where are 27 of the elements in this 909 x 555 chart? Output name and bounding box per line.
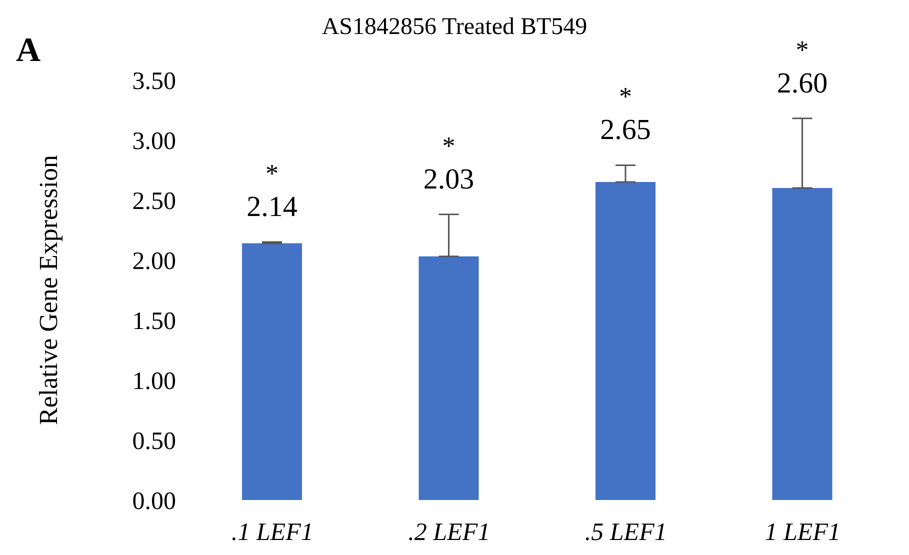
y-tick-label: 3.50 bbox=[132, 68, 176, 95]
y-tick-label: 1.00 bbox=[132, 368, 176, 395]
text: * bbox=[796, 35, 809, 64]
text: A bbox=[16, 32, 41, 70]
chart-title: AS1842856 Treated BT549 bbox=[322, 14, 588, 40]
data-label: 2.60 bbox=[776, 67, 828, 100]
data-label: 2.65 bbox=[600, 114, 651, 146]
y-tick-label: 0.50 bbox=[132, 428, 176, 455]
bar bbox=[596, 182, 656, 500]
bar bbox=[772, 188, 832, 500]
y-tick-label: 2.00 bbox=[132, 248, 176, 275]
y-tick-label: 0.00 bbox=[132, 488, 176, 515]
annotation: * bbox=[266, 159, 278, 188]
y-axis-title: Relative Gene Expression bbox=[34, 154, 64, 426]
y-tick-label: 1.50 bbox=[132, 308, 176, 335]
annotation: * bbox=[442, 131, 456, 160]
annotation: * bbox=[619, 82, 632, 112]
x-tick-label: 1 LEF1 bbox=[764, 518, 840, 546]
x-tick-label: .1 LEF1 bbox=[231, 518, 314, 546]
y-tick-label: 2.50 bbox=[132, 188, 176, 215]
data-label: 2.03 bbox=[423, 163, 474, 196]
bar bbox=[242, 243, 302, 500]
x-tick-label: .2 LEF1 bbox=[408, 518, 490, 546]
x-tick-label: .5 LEF1 bbox=[584, 518, 667, 546]
bar bbox=[418, 256, 479, 500]
y-tick-label: 3.00 bbox=[132, 128, 176, 155]
data-label: 2.14 bbox=[246, 191, 298, 223]
